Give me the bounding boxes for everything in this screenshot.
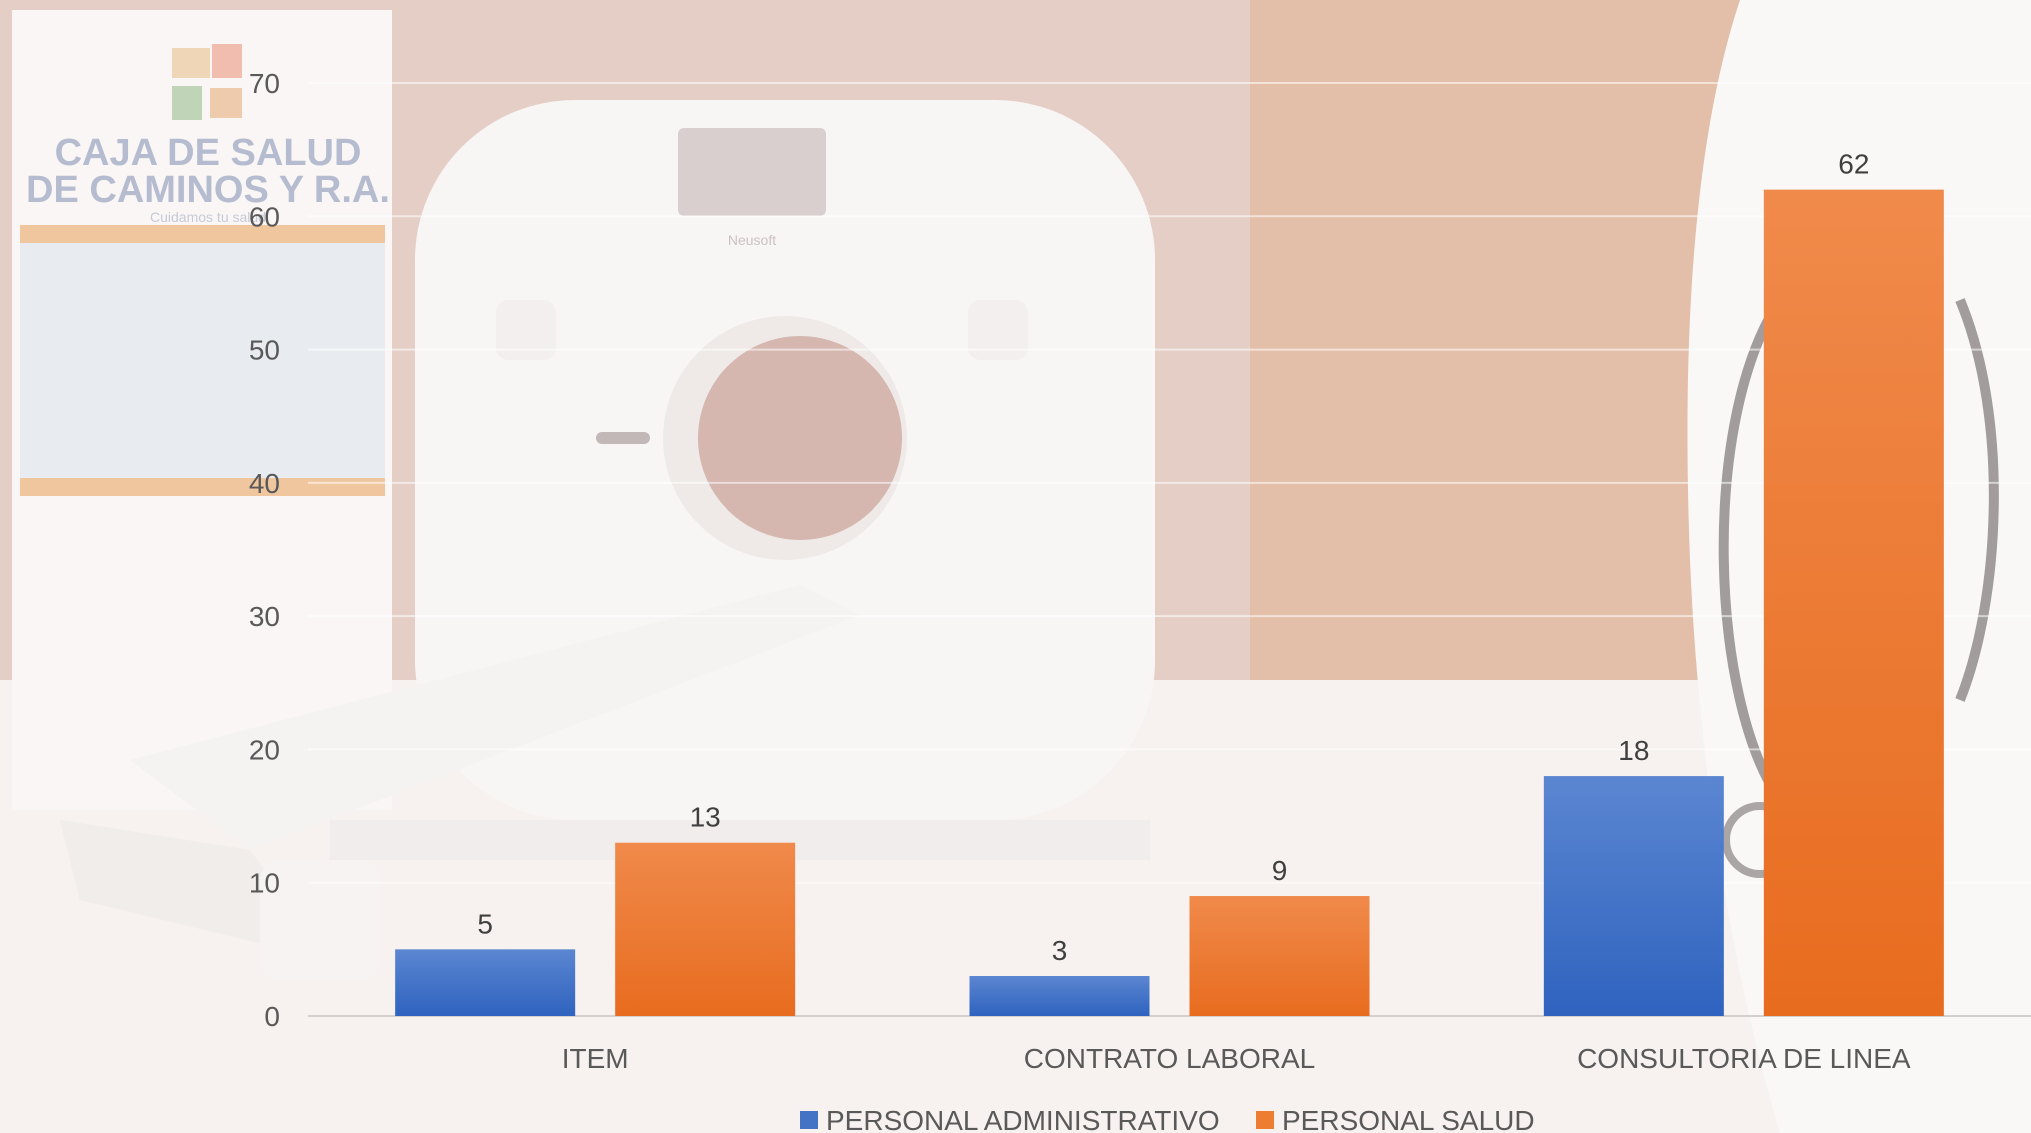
legend-swatch — [1256, 1111, 1274, 1129]
banner-line1: CAJA DE SALUD — [55, 132, 362, 174]
data-label: 62 — [1838, 149, 1869, 180]
legend-swatch — [800, 1111, 818, 1129]
ct-scanner: Neusoft — [60, 100, 1155, 980]
y-tick-label: 0 — [264, 1001, 280, 1032]
bars — [395, 189, 1944, 1017]
bar-salud — [1189, 896, 1370, 1016]
y-tick-label: 40 — [249, 468, 280, 499]
y-tick-label: 30 — [249, 601, 280, 632]
gridlines — [308, 82, 2031, 1017]
legend[interactable]: PERSONAL ADMINISTRATIVO PERSONAL SALUD — [800, 1105, 1535, 1133]
data-label: 3 — [1052, 935, 1068, 966]
x-tick-label: ITEM — [562, 1043, 629, 1074]
x-tick-label: CONTRATO LABORAL — [1024, 1043, 1315, 1074]
bar-administrativo — [969, 976, 1150, 1016]
legend-label: PERSONAL ADMINISTRATIVO — [826, 1105, 1220, 1133]
bar-administrativo — [395, 949, 576, 1016]
bar-salud — [1763, 189, 1944, 1017]
x-tick-label: CONSULTORIA DE LINEA — [1577, 1043, 1911, 1074]
banner-tagline: Cuidamos tu salud — [150, 209, 266, 225]
data-label: 13 — [690, 802, 721, 833]
y-tick-label: 60 — [249, 201, 280, 232]
banner-line2: DE CAMINOS Y R.A. — [26, 169, 390, 211]
y-axis: 0 10 20 30 40 50 60 70 — [249, 68, 280, 1032]
x-axis: ITEM CONTRATO LABORAL CONSULTORIA DE LINEA — [562, 1043, 1911, 1074]
data-label: 5 — [477, 908, 493, 939]
y-tick-label: 70 — [249, 68, 280, 99]
scanner-brand: Neusoft — [728, 232, 776, 248]
bar-salud — [615, 842, 796, 1016]
y-tick-label: 10 — [249, 868, 280, 899]
data-label: 9 — [1272, 855, 1288, 886]
data-label: 18 — [1618, 735, 1649, 766]
banner-stand: CAJA DE SALUD DE CAMINOS Y R.A. Cuidamos… — [12, 10, 392, 810]
data-labels: 5 13 3 9 18 62 — [477, 149, 1869, 966]
y-tick-label: 50 — [249, 335, 280, 366]
bar-administrativo — [1543, 776, 1724, 1016]
y-tick-label: 20 — [249, 734, 280, 765]
legend-label: PERSONAL SALUD — [1282, 1105, 1535, 1133]
